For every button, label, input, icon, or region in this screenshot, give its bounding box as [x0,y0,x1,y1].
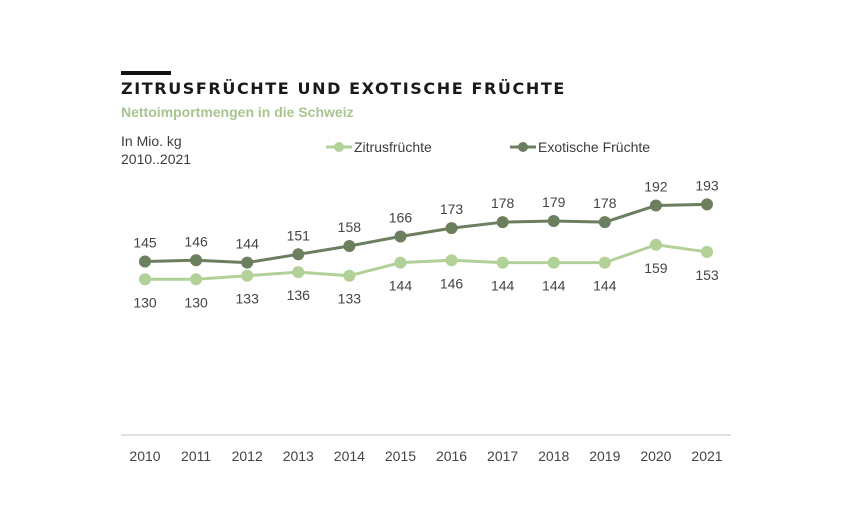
unit-label: In Mio. kg 2010..2021 [121,132,191,168]
data-label-exotisch: 158 [338,219,362,235]
x-tick-label: 2014 [334,448,365,464]
data-label-zitrus: 144 [593,278,617,294]
data-point-zitrus [547,256,560,269]
series-line-zitrus [145,243,708,281]
series-line-exotisch [144,202,708,265]
data-label-exotisch: 145 [133,234,157,250]
data-point-exotisch [701,198,713,211]
data-label-zitrus: 159 [644,260,668,276]
data-point-exotisch [139,255,151,268]
legend-item-zitrus: Zitrusfrüchte [326,139,432,155]
data-point-zitrus [190,273,203,286]
data-label-exotisch: 146 [184,233,208,249]
data-point-zitrus [292,266,305,279]
x-tick-label: 2020 [640,448,671,464]
data-label-exotisch: 173 [440,201,464,217]
data-label-exotisch: 193 [695,177,719,193]
x-tick-label: 2015 [385,448,416,464]
data-label-zitrus: 144 [389,278,413,294]
data-point-exotisch [598,216,611,229]
legend-marker-zitrus-icon [326,142,352,152]
data-point-zitrus [649,238,662,251]
data-point-zitrus [701,245,713,258]
data-label-exotisch: 151 [287,227,311,243]
data-point-zitrus [598,256,611,269]
x-tick-label: 2013 [283,448,314,464]
x-tick-labels: 2010 2011 2012 2013 2014 2015 2016 2017 2018 2019… [129,448,722,464]
data-label-zitrus: 144 [491,278,515,294]
unit-line: In Mio. kg [121,133,182,149]
data-point-exotisch [649,199,662,212]
data-label-exotisch: 192 [644,179,668,195]
data-point-exotisch [241,256,254,269]
data-label-zitrus: 146 [440,275,464,291]
data-point-exotisch [445,222,458,235]
x-tick-label: 2019 [589,448,620,464]
x-tick-label: 2012 [232,448,263,464]
chart-title: ZITRUSFRÜCHTE UND EXOTISCHE FRÜCHTE [121,79,566,98]
data-label-exotisch: 179 [542,194,566,210]
data-point-exotisch [190,254,203,267]
data-label-zitrus: 144 [542,278,566,294]
data-point-zitrus [394,256,407,269]
series-zitrus: 130 130 133 136 133 144 146 144 144 144 159 153 [133,238,719,310]
data-point-exotisch [496,216,509,229]
x-tick-label: 2011 [181,448,211,464]
data-label-zitrus: 130 [133,294,157,310]
data-point-zitrus [445,254,458,267]
data-point-zitrus [496,256,509,269]
period-line: 2010..2021 [121,151,192,167]
x-tick-label: 2017 [487,448,518,464]
data-point-exotisch [343,239,356,252]
data-label-zitrus: 136 [287,287,311,303]
legend-label-exotisch: Exotische Früchte [538,139,651,155]
data-point-zitrus [343,269,356,282]
data-label-exotisch: 178 [491,195,515,211]
data-point-exotisch [292,248,305,261]
legend-marker-exotisch-icon [510,142,536,152]
data-label-exotisch: 144 [236,236,260,252]
legend-item-exotisch: Exotische Früchte [510,139,650,155]
x-tick-label: 2021 [691,448,722,464]
data-point-exotisch [547,214,560,227]
data-point-zitrus [241,269,254,282]
data-point-exotisch [394,230,407,243]
data-label-zitrus: 153 [695,267,719,283]
data-label-exotisch: 178 [593,195,617,211]
x-tick-label: 2010 [129,448,160,464]
title-accent-bar [121,71,171,75]
data-label-zitrus: 130 [184,294,208,310]
chart-subtitle: Nettoimportmengen in die Schweiz [121,104,354,120]
data-label-zitrus: 133 [236,291,260,307]
data-label-exotisch: 166 [389,209,413,225]
series-exotisch: 145 146 144 151 158 166 173 178 179 178 192 193 [133,177,719,269]
x-tick-label: 2016 [436,448,467,464]
x-tick-label: 2018 [538,448,569,464]
data-label-zitrus: 133 [338,291,362,307]
data-point-zitrus [139,273,151,286]
legend-label-zitrus: Zitrusfrüchte [354,139,432,155]
